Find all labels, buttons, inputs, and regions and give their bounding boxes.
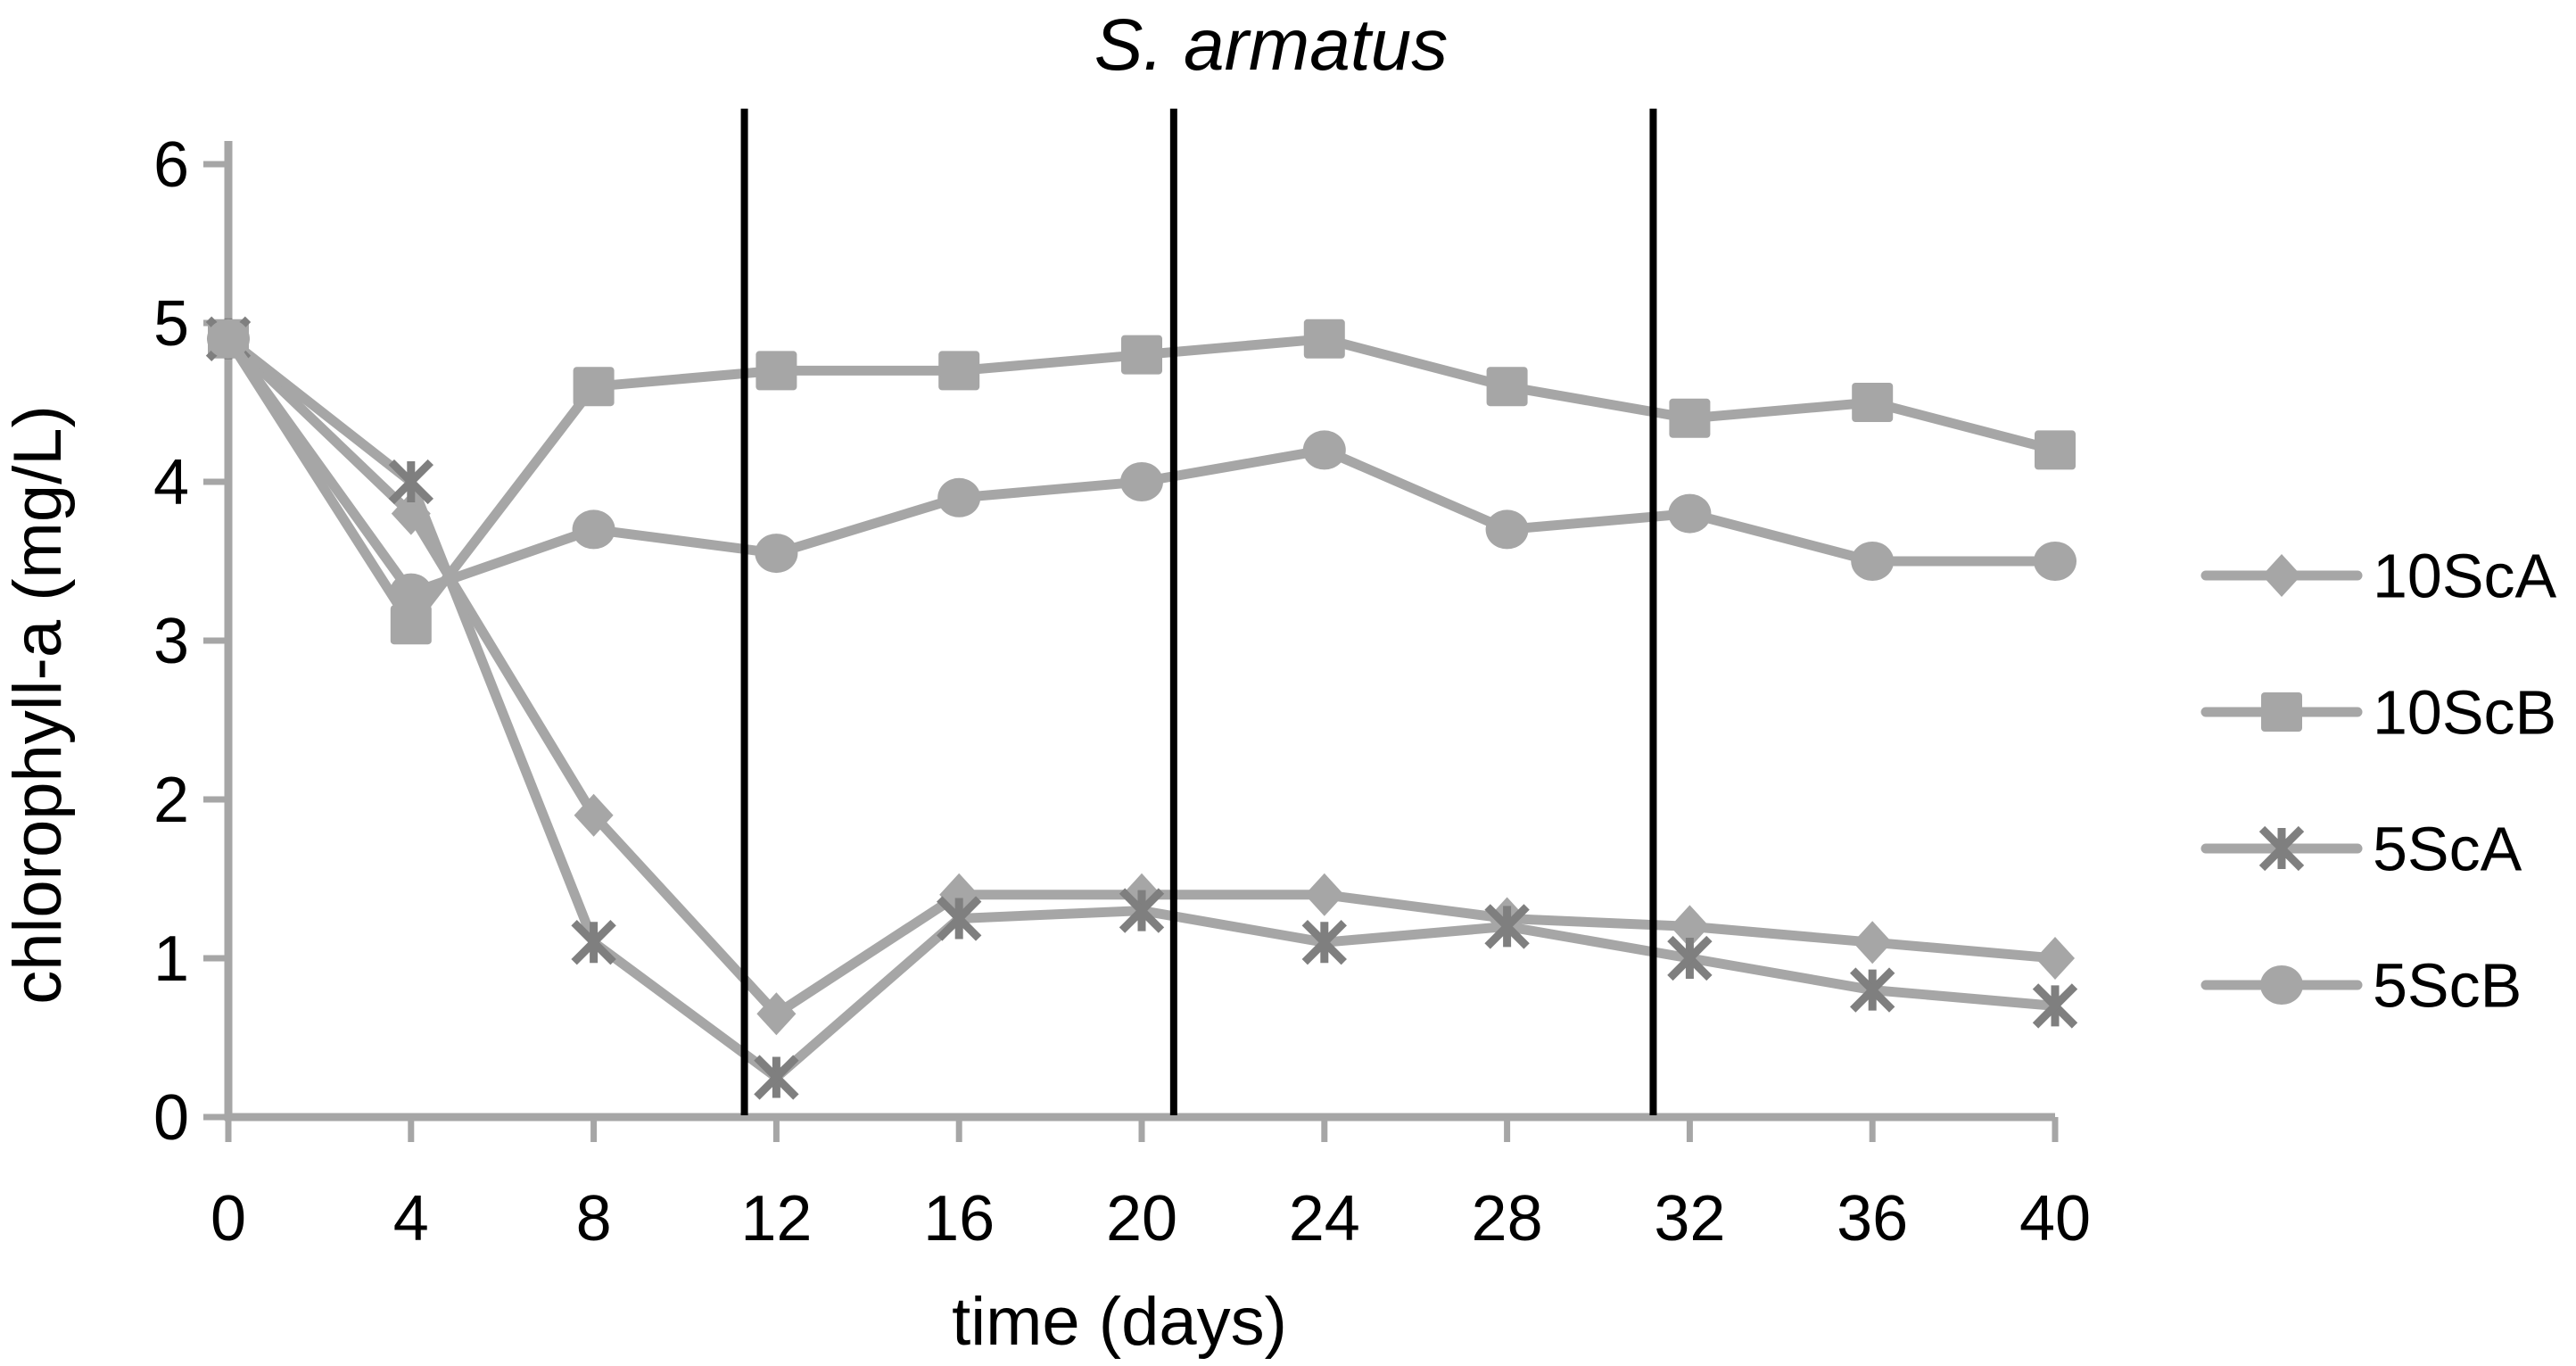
x-tick-label: 16 [923,1183,995,1254]
asterisk-marker [2258,825,2305,872]
x-axis-title: time (days) [952,1284,1287,1360]
y-axis-title: chlorophyll-a (mg/L) [0,405,76,1005]
diamond-marker [2262,554,2301,597]
square-marker [755,351,797,391]
x-tick-label: 8 [576,1183,612,1254]
diamond-marker [1853,921,1893,964]
asterisk-marker [1119,888,1165,933]
x-tick-label: 0 [211,1183,246,1254]
circle-marker [389,573,433,613]
x-tick-label: 24 [1289,1183,1360,1254]
x-tick-label: 36 [1837,1183,1908,1254]
circle-marker [2260,965,2303,1005]
asterisk-marker [1850,967,1895,1013]
circle-marker [2034,542,2076,581]
x-tick-label: 12 [740,1183,812,1254]
asterisk-marker [571,920,616,965]
circle-marker [1302,430,1346,470]
legend-label-10ScA: 10ScA [2373,542,2557,611]
circle-marker [755,534,798,574]
circle-marker [937,477,981,517]
square-marker [2261,692,2302,732]
x-tick-label: 32 [1654,1183,1725,1254]
asterisk-marker [2032,983,2078,1029]
x-tick-label: 20 [1106,1183,1177,1254]
legend-label-5ScB: 5ScB [2373,951,2522,1021]
circle-marker [1851,542,1895,581]
diamond-marker [1304,873,1344,916]
circle-marker [572,509,615,550]
circle-marker [1485,509,1529,550]
square-marker [573,367,615,407]
square-marker [938,351,980,391]
square-marker [1852,383,1894,422]
diamond-marker [1670,905,1710,948]
y-tick-label: 3 [153,606,189,677]
y-tick-label: 4 [153,447,189,518]
legend-label-10ScB: 10ScB [2373,678,2556,748]
series-line-5ScA [225,335,2056,1082]
circle-marker [1668,493,1712,534]
circle-marker [207,319,250,359]
asterisk-marker [1484,904,1530,949]
square-marker [1303,319,1345,359]
diamond-marker [2035,937,2075,980]
y-tick-label: 1 [153,923,189,995]
diamond-marker [756,992,797,1036]
square-marker [1121,335,1162,375]
square-marker [2035,430,2076,470]
asterisk-marker [754,1055,799,1100]
y-tick-label: 0 [153,1082,189,1154]
legend-label-5ScA: 5ScA [2373,815,2522,884]
asterisk-marker [388,459,433,505]
circle-marker [1120,462,1163,501]
y-tick-label: 6 [153,129,189,201]
square-marker [1669,398,1711,438]
diamond-marker [574,793,614,837]
asterisk-marker [1301,920,1347,965]
x-tick-label: 40 [2019,1183,2091,1254]
asterisk-marker [937,896,982,941]
asterisk-marker [1667,935,1713,981]
y-tick-label: 5 [153,288,189,360]
y-tick-label: 2 [153,765,189,836]
chart-title: S. armatus [1094,4,1448,86]
x-tick-label: 4 [393,1183,429,1254]
diamond-marker [939,873,979,916]
x-tick-label: 28 [1472,1183,1543,1254]
square-marker [390,605,432,645]
square-marker [1486,367,1528,407]
